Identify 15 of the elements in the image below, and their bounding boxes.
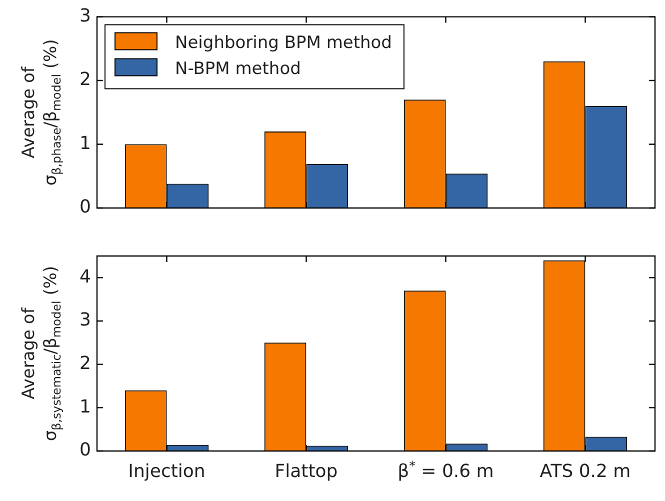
x-tick-label: Flattop	[274, 461, 338, 482]
y-tick-label: 4	[80, 266, 91, 288]
y-tick-label: 0	[80, 440, 91, 461]
y-tick-label: 2	[80, 353, 91, 374]
y-tick-label: 0	[80, 196, 91, 218]
y-tick-label: 3	[80, 5, 91, 26]
y-tick-label: 2	[80, 69, 91, 90]
y-tick-label: 1	[80, 396, 91, 418]
y-tick-label: 3	[80, 310, 91, 331]
legend-label: N-BPM method	[175, 58, 301, 79]
x-tick-label: Injection	[128, 461, 206, 482]
x-tick-label: β* = 0.6 m	[398, 458, 494, 482]
y-tick-label: 1	[80, 132, 91, 154]
x-tick-label: ATS 0.2 m	[540, 461, 631, 482]
legend-label: Neighboring BPM method	[175, 32, 392, 53]
